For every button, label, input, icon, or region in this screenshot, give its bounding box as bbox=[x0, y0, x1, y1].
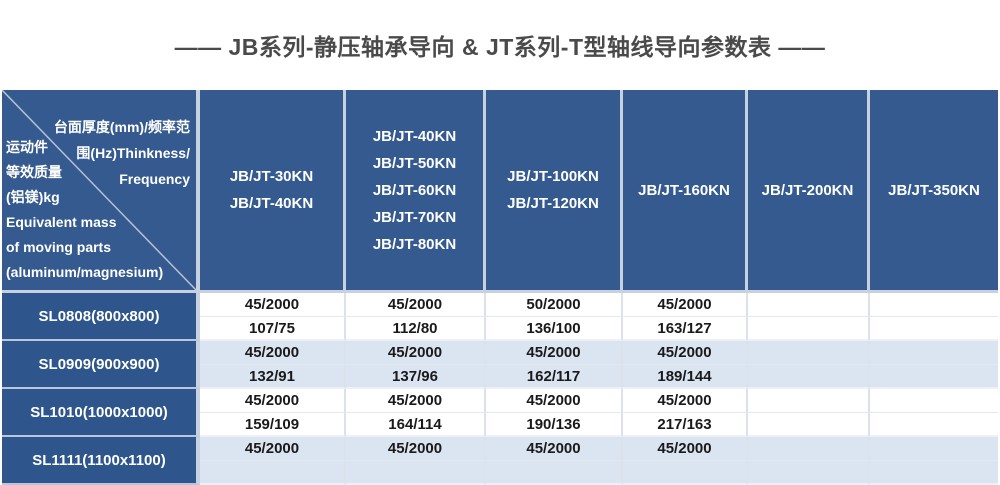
column-header-200kn: JB/JT-200KN bbox=[748, 90, 870, 293]
mass-value-cell bbox=[748, 413, 870, 437]
corner-header-cell: 台面厚度(mm)/频率范 围(Hz)Thinkness/ Frequency 运… bbox=[2, 90, 200, 293]
thickness-frequency-cell bbox=[870, 389, 998, 413]
mass-value-cell bbox=[200, 461, 346, 485]
row-label-model: SL0909(900x900) bbox=[2, 341, 200, 389]
mass-value-cell: 136/100 bbox=[486, 317, 623, 341]
thickness-frequency-cell bbox=[870, 293, 998, 317]
mass-value-cell bbox=[870, 317, 998, 341]
table-row: SL0909(900x900) 45/2000 45/2000 45/2000 45/2… bbox=[2, 341, 998, 389]
table-row: 107/75 112/80 136/100 163/127 bbox=[2, 317, 998, 341]
thickness-frequency-cell: 45/2000 bbox=[486, 341, 623, 365]
thickness-frequency-cell bbox=[748, 389, 870, 413]
mass-value-cell bbox=[870, 461, 998, 485]
thickness-frequency-cell: 45/2000 bbox=[623, 389, 748, 413]
thickness-frequency-cell: 45/2000 bbox=[200, 389, 346, 413]
diagonal-divider-icon bbox=[2, 90, 196, 290]
thickness-frequency-cell: 45/2000 bbox=[346, 293, 486, 317]
mass-value-cell: 132/91 bbox=[200, 365, 346, 389]
parameter-table-container: 台面厚度(mm)/频率范 围(Hz)Thinkness/ Frequency 运… bbox=[2, 90, 998, 485]
thickness-frequency-cell: 45/2000 bbox=[486, 437, 623, 461]
table-row: SL1111(1100x1100) 45/2000 45/2000 45/2000 45… bbox=[2, 437, 998, 485]
mass-value-cell: 164/114 bbox=[346, 413, 486, 437]
table-header: 台面厚度(mm)/频率范 围(Hz)Thinkness/ Frequency 运… bbox=[2, 90, 998, 293]
column-header-160kn: JB/JT-160KN bbox=[623, 90, 748, 293]
page-title: —— JB系列-静压轴承导向 & JT系列-T型轴线导向参数表 —— bbox=[174, 34, 826, 60]
mass-value-cell: 137/96 bbox=[346, 365, 486, 389]
thickness-frequency-cell: 45/2000 bbox=[623, 293, 748, 317]
thickness-frequency-cell bbox=[870, 437, 998, 461]
mass-value-cell: 217/163 bbox=[623, 413, 748, 437]
thickness-frequency-cell bbox=[870, 341, 998, 365]
table-row: SL0808(800x800) 45/2000 45/2000 50/2000 45/2… bbox=[2, 293, 998, 341]
mass-value-cell: 163/127 bbox=[623, 317, 748, 341]
row-label-model: SL1111(1100x1100) bbox=[2, 437, 200, 485]
mass-value-cell: 159/109 bbox=[200, 413, 346, 437]
mass-value-cell bbox=[870, 413, 998, 437]
thickness-frequency-cell: 45/2000 bbox=[486, 389, 623, 413]
thickness-frequency-cell bbox=[748, 437, 870, 461]
column-header-350kn: JB/JT-350KN bbox=[870, 90, 998, 293]
thickness-frequency-cell: 45/2000 bbox=[346, 341, 486, 365]
thickness-frequency-cell: 45/2000 bbox=[200, 293, 346, 317]
mass-value-cell bbox=[748, 365, 870, 389]
corner-header-thickness-frequency: 台面厚度(mm)/频率范 围(Hz)Thinkness/ Frequency bbox=[53, 119, 190, 187]
mass-value-cell bbox=[623, 461, 748, 485]
parameter-table: 台面厚度(mm)/频率范 围(Hz)Thinkness/ Frequency 运… bbox=[2, 90, 998, 485]
mass-value-cell bbox=[486, 461, 623, 485]
mass-value-cell bbox=[748, 461, 870, 485]
thickness-frequency-cell: 45/2000 bbox=[200, 437, 346, 461]
column-header-100-120kn: JB/JT-100KN JB/JT-120KN bbox=[486, 90, 623, 293]
thickness-frequency-cell bbox=[748, 293, 870, 317]
table-body: SL0808(800x800) 45/2000 45/2000 50/2000 45/2… bbox=[2, 293, 998, 485]
mass-value-cell: 189/144 bbox=[623, 365, 748, 389]
mass-value-cell: 112/80 bbox=[346, 317, 486, 341]
row-label-model: SL1010(1000x1000) bbox=[2, 389, 200, 437]
corner-header-equivalent-mass: 运动件 等效质量 (铝镁)kg Equivalent mass of movin… bbox=[6, 139, 164, 280]
thickness-frequency-cell bbox=[748, 341, 870, 365]
mass-value-cell bbox=[346, 461, 486, 485]
thickness-frequency-cell: 45/2000 bbox=[623, 341, 748, 365]
thickness-frequency-cell: 45/2000 bbox=[623, 437, 748, 461]
table-row: 159/109 164/114 190/136 217/163 bbox=[2, 413, 998, 437]
column-header-30-40kn: JB/JT-30KN JB/JT-40KN bbox=[200, 90, 346, 293]
thickness-frequency-cell: 45/2000 bbox=[200, 341, 346, 365]
mass-value-cell bbox=[748, 317, 870, 341]
mass-value-cell: 107/75 bbox=[200, 317, 346, 341]
thickness-frequency-cell: 45/2000 bbox=[346, 389, 486, 413]
thickness-frequency-cell: 45/2000 bbox=[346, 437, 486, 461]
table-row: 132/91 137/96 162/117 189/144 bbox=[2, 365, 998, 389]
table-row: SL1010(1000x1000) 45/2000 45/2000 45/2000 45… bbox=[2, 389, 998, 437]
column-header-40-80kn: JB/JT-40KN JB/JT-50KN JB/JT-60KN JB/JT-7… bbox=[346, 90, 486, 293]
row-label-model: SL0808(800x800) bbox=[2, 293, 200, 341]
mass-value-cell: 190/136 bbox=[486, 413, 623, 437]
mass-value-cell: 162/117 bbox=[486, 365, 623, 389]
thickness-frequency-cell: 50/2000 bbox=[486, 293, 623, 317]
mass-value-cell bbox=[870, 365, 998, 389]
